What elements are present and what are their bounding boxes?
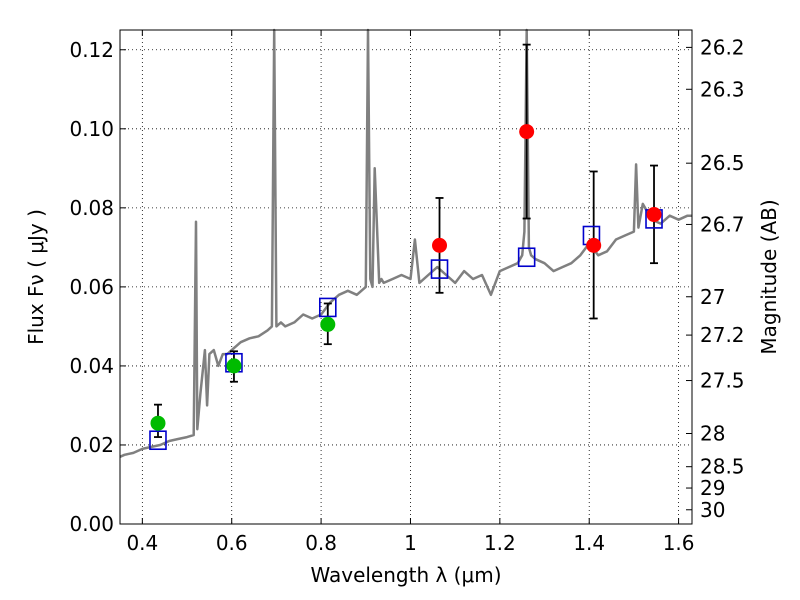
optical-data-point <box>226 358 242 374</box>
right-tick-label: 26.2 <box>700 35 745 59</box>
nir-data-point <box>646 207 662 223</box>
y-axis-title: Flux Fν ( μJy ) <box>24 209 48 345</box>
optical-data-point <box>150 415 166 431</box>
ticks: 0.4 0.6 0.8 1 1.2 1.4 1.6 0.00 0.02 0.04 0.06 0.08 0… <box>69 30 745 555</box>
right-tick-label: 27.2 <box>700 323 745 347</box>
nir-data-point <box>519 124 535 140</box>
right-tick-label: 27 <box>700 285 725 309</box>
right-axis-title: Magnitude (AB) <box>757 199 781 354</box>
plot-frame <box>119 29 693 525</box>
model-photometry-box <box>149 430 167 451</box>
x-tick-label: 1 <box>404 531 417 555</box>
x-tick-label: 1.6 <box>663 531 695 555</box>
x-tick-label: 0.6 <box>216 531 248 555</box>
right-tick-label: 26.7 <box>700 212 745 236</box>
optical-data-point <box>320 316 336 332</box>
y-tick-label: 0.04 <box>69 354 114 378</box>
y-tick-label: 0.02 <box>69 433 114 457</box>
spectrum-layer <box>119 28 692 458</box>
model-photometry-box <box>318 297 337 318</box>
x-tick-label: 0.8 <box>305 531 337 555</box>
x-tick-label: 1.4 <box>573 531 605 555</box>
y-tick-label: 0.00 <box>69 512 114 536</box>
right-tick-label: 28.5 <box>700 455 745 479</box>
right-tick-label: 27.5 <box>700 369 745 393</box>
y-tick-label: 0.06 <box>69 275 114 299</box>
y-tick-label: 0.12 <box>69 38 114 62</box>
right-tick-label: 29 <box>700 476 725 500</box>
model-photometry-box <box>517 247 536 268</box>
right-tick-label: 28 <box>700 421 725 445</box>
right-tick-label: 30 <box>700 498 725 522</box>
nir-data-point <box>586 237 602 253</box>
y-tick-label: 0.10 <box>69 117 114 141</box>
y-tick-label: 0.08 <box>69 196 114 220</box>
right-tick-label: 26.3 <box>700 77 745 101</box>
x-tick-label: 0.4 <box>126 531 158 555</box>
right-tick-label: 26.5 <box>700 151 745 175</box>
model-photometry-box <box>430 259 449 279</box>
x-axis-title: Wavelength λ (μm) <box>310 563 501 587</box>
markers <box>149 124 663 451</box>
nir-data-point <box>432 237 448 253</box>
model-spectrum-line <box>119 28 692 458</box>
x-tick-label: 1.2 <box>484 531 516 555</box>
